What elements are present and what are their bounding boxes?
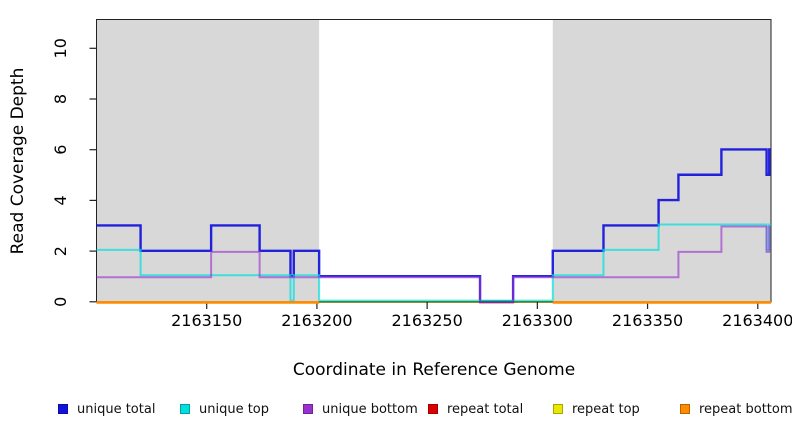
x-tick-label: 2163400 <box>722 311 792 330</box>
x-tick-label: 2163350 <box>612 311 683 330</box>
y-tick-label: 0 <box>51 297 70 307</box>
series-line-unique-bottom <box>96 225 771 304</box>
repeat-region-shading <box>96 19 320 302</box>
legend-label-unique-total: unique total <box>77 401 156 417</box>
legend-label-unique-top: unique top <box>199 401 270 417</box>
x-tick-label: 2163250 <box>392 311 463 330</box>
legend: unique total unique top unique bottom repea… <box>0 398 792 424</box>
legend-swatch-repeat-total <box>428 404 438 414</box>
y-tick-label: 8 <box>51 94 70 104</box>
x-tick-label: 2163200 <box>281 311 352 330</box>
y-tick-label: 4 <box>51 195 70 205</box>
legend-item-unique-top: unique top <box>180 398 269 420</box>
legend-item-repeat-total: repeat total <box>428 398 523 420</box>
legend-swatch-unique-bottom <box>303 404 313 414</box>
x-tick-label: 2163300 <box>502 311 573 330</box>
x-tick-label: 2163150 <box>171 311 242 330</box>
legend-label-repeat-top: repeat top <box>572 401 640 417</box>
legend-label-repeat-bottom: repeat bottom <box>699 401 792 417</box>
y-tick-label: 2 <box>51 246 70 256</box>
legend-label-unique-bottom: unique bottom <box>322 401 418 417</box>
x-axis-label: Coordinate in Reference Genome <box>292 360 576 380</box>
legend-swatch-unique-total <box>58 404 68 414</box>
legend-swatch-unique-top <box>180 404 190 414</box>
y-tick-label: 10 <box>51 38 70 58</box>
legend-item-repeat-bottom: repeat bottom <box>680 398 792 420</box>
repeat-region-shading <box>552 19 771 302</box>
legend-label-repeat-total: repeat total <box>447 401 524 417</box>
legend-swatch-repeat-bottom <box>680 404 690 414</box>
legend-item-unique-total: unique total <box>58 398 155 420</box>
y-tick-label: 6 <box>51 145 70 155</box>
legend-item-repeat-top: repeat top <box>553 398 640 420</box>
legend-item-unique-bottom: unique bottom <box>303 398 418 420</box>
legend-swatch-repeat-top <box>553 404 563 414</box>
y-axis-label: Read Coverage Depth <box>8 67 28 255</box>
